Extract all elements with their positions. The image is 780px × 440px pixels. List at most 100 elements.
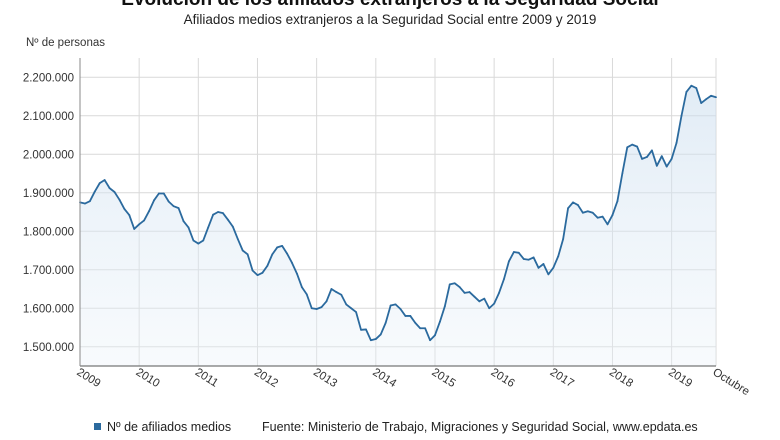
data-point (251, 269, 254, 272)
chart-title: Evolución de los afiliados extranjeros a… (0, 0, 780, 11)
data-point (143, 219, 145, 222)
source-note: Fuente: Ministerio de Trabajo, Migracion… (262, 420, 698, 434)
y-axis-label: Nº de personas (26, 37, 105, 49)
data-point (103, 179, 106, 181)
data-point (458, 286, 461, 288)
data-point (542, 263, 545, 265)
data-point (557, 255, 560, 258)
data-point (547, 273, 550, 276)
axes (79, 58, 716, 367)
data-point (626, 146, 629, 149)
data-point (705, 98, 708, 101)
x-tick-label: 2016 (489, 366, 517, 390)
chart-subtitle: Afiliados medios extranjeros a la Seguri… (183, 12, 597, 27)
data-point (167, 200, 170, 203)
data-point (606, 223, 609, 226)
data-point (345, 303, 348, 306)
data-point (340, 293, 343, 296)
x-tick-label: 2017 (548, 366, 576, 390)
data-point (281, 244, 284, 247)
data-point (577, 204, 579, 206)
data-point (335, 291, 338, 293)
data-point (434, 334, 436, 337)
data-point (310, 307, 313, 310)
data-point (212, 213, 215, 216)
y-tick-labels: 1.500.000 1.600.000 1.700.000 1.800.000 1.90… (23, 72, 74, 354)
x-tick-label: 2014 (370, 366, 399, 390)
data-point (695, 87, 698, 89)
data-point (409, 315, 412, 317)
data-point (522, 258, 525, 260)
data-point (286, 252, 288, 255)
data-point (651, 149, 653, 152)
data-point (473, 295, 476, 298)
data-point (488, 307, 491, 310)
data-point (118, 198, 121, 201)
data-point (567, 207, 569, 210)
legend-swatch (94, 423, 101, 430)
x-tick-label: 2012 (252, 366, 280, 390)
y-tick-label: 2.100.000 (23, 111, 74, 123)
data-point (399, 308, 402, 310)
data-point (389, 304, 392, 307)
data-point (586, 210, 589, 213)
data-point (133, 228, 136, 230)
data-point (325, 300, 328, 303)
data-point (148, 210, 150, 213)
data-point (660, 155, 663, 158)
data-point (710, 94, 712, 97)
data-point (320, 306, 323, 308)
data-point (498, 291, 500, 294)
data-point (108, 187, 111, 190)
x-tick-label: 2009 (74, 366, 102, 390)
y-tick-label: 2.200.000 (23, 72, 74, 84)
series-area-fill (80, 85, 716, 366)
data-point (562, 238, 565, 240)
data-point (84, 202, 86, 205)
data-point (365, 328, 367, 331)
data-point (572, 201, 574, 204)
data-point (227, 218, 229, 221)
x-tick-labels: 2009 2010 2011 2012 2013 2014 2015 2016 2017 2018… (74, 366, 751, 398)
data-point (256, 274, 259, 277)
data-point (93, 190, 96, 193)
data-point (453, 282, 456, 285)
data-point (404, 315, 407, 317)
y-tick-label: 1.900.000 (23, 188, 74, 200)
data-point (670, 157, 673, 160)
data-point (300, 286, 303, 288)
data-point (537, 266, 540, 269)
data-point (655, 164, 658, 167)
x-tick-label: Octubre (710, 366, 751, 398)
data-point (439, 320, 441, 323)
data-point (315, 308, 318, 310)
y-tick-label: 1.600.000 (23, 303, 74, 315)
data-point (374, 338, 377, 340)
data-point (611, 214, 614, 216)
data-point (192, 239, 195, 242)
x-tick-label: 2011 (193, 366, 220, 389)
data-point (217, 211, 219, 213)
data-point (384, 321, 387, 324)
data-point (241, 249, 244, 252)
x-tick-label: 2019 (666, 366, 694, 390)
data-point (98, 182, 101, 185)
data-point (291, 261, 293, 264)
data-point (162, 192, 165, 195)
y-tick-label: 1.800.000 (23, 226, 74, 238)
data-point (591, 211, 594, 214)
data-point (197, 242, 200, 245)
data-point (261, 271, 264, 274)
x-tick-label: 2018 (607, 366, 635, 390)
data-point (202, 239, 205, 242)
data-point (601, 215, 604, 218)
data-point (596, 216, 599, 219)
data-point (266, 265, 269, 267)
data-point (128, 214, 131, 216)
data-point (394, 303, 397, 306)
data-point (207, 226, 210, 229)
data-point (690, 84, 693, 87)
data-point (715, 96, 717, 99)
data-point (429, 339, 431, 342)
